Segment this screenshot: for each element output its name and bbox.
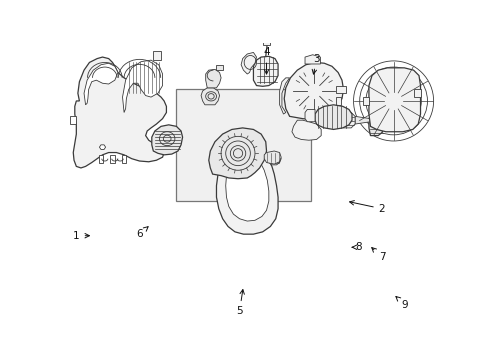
Polygon shape (152, 125, 183, 155)
Text: 4: 4 (263, 48, 270, 74)
Polygon shape (153, 51, 161, 60)
Polygon shape (99, 145, 106, 149)
Polygon shape (369, 68, 420, 132)
Polygon shape (292, 120, 321, 140)
Polygon shape (122, 60, 163, 112)
Polygon shape (340, 112, 355, 128)
Polygon shape (226, 158, 269, 221)
Polygon shape (305, 109, 315, 122)
Polygon shape (241, 53, 257, 74)
Polygon shape (209, 128, 267, 179)
Polygon shape (305, 55, 320, 64)
Polygon shape (315, 105, 352, 130)
Polygon shape (336, 97, 341, 105)
Polygon shape (244, 147, 249, 151)
Polygon shape (84, 63, 118, 105)
Circle shape (259, 149, 267, 156)
Polygon shape (110, 155, 115, 163)
Polygon shape (253, 56, 278, 86)
Polygon shape (206, 69, 221, 88)
Polygon shape (74, 57, 167, 168)
Polygon shape (267, 153, 281, 165)
Polygon shape (240, 145, 252, 154)
Polygon shape (263, 39, 270, 45)
Polygon shape (355, 116, 370, 124)
Polygon shape (280, 78, 290, 114)
Polygon shape (369, 112, 384, 136)
Polygon shape (284, 62, 343, 120)
Text: 5: 5 (236, 289, 245, 316)
Polygon shape (414, 89, 420, 97)
Polygon shape (336, 86, 346, 93)
Polygon shape (98, 155, 103, 163)
Polygon shape (217, 65, 222, 70)
Polygon shape (70, 116, 76, 124)
Polygon shape (264, 151, 281, 164)
Circle shape (388, 95, 400, 107)
Text: 6: 6 (136, 227, 148, 239)
Text: 9: 9 (396, 297, 409, 310)
Polygon shape (217, 154, 278, 234)
Text: 8: 8 (352, 242, 362, 252)
Text: 7: 7 (372, 248, 385, 262)
Polygon shape (201, 88, 220, 105)
Text: 2: 2 (350, 201, 385, 214)
Text: 3: 3 (312, 54, 320, 74)
Polygon shape (363, 97, 369, 105)
Polygon shape (122, 155, 126, 163)
FancyBboxPatch shape (176, 89, 311, 201)
Text: 1: 1 (73, 231, 89, 241)
